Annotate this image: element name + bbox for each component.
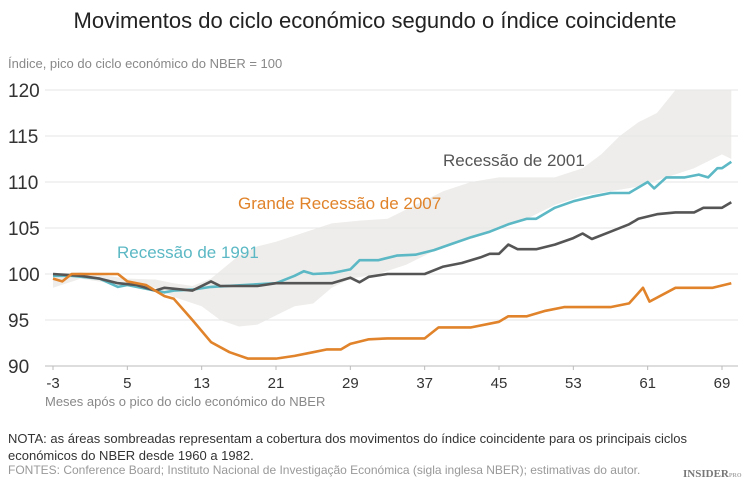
x-tick-label: 45 (491, 375, 508, 392)
y-tick-label: 100 (8, 265, 40, 286)
x-tick-label: 69 (714, 375, 731, 392)
y-tick-label: 120 (8, 81, 40, 102)
x-axis-label: Meses após o pico do ciclo económico do … (45, 394, 326, 409)
x-tick-label: 29 (342, 375, 359, 392)
y-axis-label: Índice, pico do ciclo económico do NBER … (8, 56, 283, 71)
y-tick-label: 115 (8, 127, 38, 148)
x-tick-label: 21 (268, 375, 285, 392)
series-label: Recessão de 2001 (443, 151, 585, 170)
series-label: Grande Recessão de 2007 (238, 194, 441, 213)
x-tick-label: 13 (193, 375, 210, 392)
x-tick-label: 5 (123, 375, 131, 392)
series-label: Recessão de 1991 (117, 243, 259, 262)
chart-title: Movimentos do ciclo económico segundo o … (73, 8, 677, 33)
logo-text: INSIDER (683, 468, 729, 480)
y-tick-label: 110 (8, 173, 38, 194)
footnote: NOTA: as áreas sombreadas representam a … (8, 431, 687, 463)
x-tick-label: -3 (46, 375, 59, 392)
logo-sub: PRO (728, 473, 742, 479)
x-tick-label: 61 (639, 375, 656, 392)
y-tick-label: 105 (8, 219, 40, 240)
y-tick-label: 90 (8, 357, 29, 378)
y-tick-label: 95 (8, 311, 29, 332)
shaded-band (53, 90, 732, 327)
x-tick-label: 37 (416, 375, 433, 392)
insider-pro-logo: INSIDERPRO (683, 468, 742, 480)
sources: FONTES: Conference Board; Instituto Naci… (8, 463, 641, 477)
chart-svg: 90 95 100 105 110 115 120 -3 5 13 21 29 37 45 53 61 69 Re… (8, 81, 738, 392)
series-line-2 (52, 272, 732, 360)
series-line-1 (52, 201, 732, 292)
x-tick-label: 53 (565, 375, 582, 392)
series-line-0 (53, 160, 733, 294)
